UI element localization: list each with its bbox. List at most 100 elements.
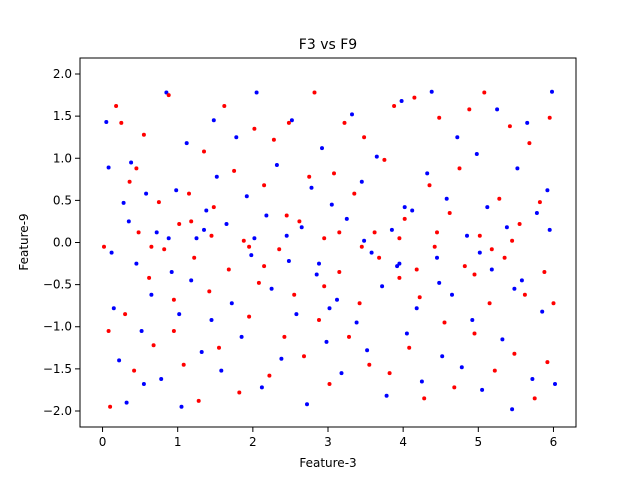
data-point <box>402 216 407 221</box>
data-point <box>442 320 447 325</box>
data-point <box>547 227 552 232</box>
data-point <box>106 165 111 170</box>
data-point <box>502 255 507 260</box>
data-point <box>324 339 329 344</box>
data-point <box>224 222 229 226</box>
y-tick-label: 2.0 <box>53 67 72 81</box>
data-point <box>123 312 128 317</box>
data-point <box>322 236 327 241</box>
data-point <box>487 301 492 306</box>
data-point <box>522 292 527 297</box>
data-point <box>462 264 467 269</box>
data-point <box>179 404 184 409</box>
data-point <box>259 385 264 390</box>
data-point <box>489 247 494 252</box>
data-point <box>525 120 530 125</box>
data-point <box>515 166 520 171</box>
data-point <box>342 120 347 125</box>
data-point <box>307 174 312 179</box>
x-tick-label: 4 <box>399 435 407 449</box>
data-point <box>359 244 364 249</box>
data-point <box>472 272 477 277</box>
data-point <box>209 233 214 238</box>
plot-frame <box>79 57 577 428</box>
data-point <box>126 219 131 224</box>
data-point <box>141 382 146 386</box>
data-point <box>284 233 289 238</box>
data-point <box>435 230 439 235</box>
data-point <box>457 166 462 171</box>
data-point <box>474 152 479 156</box>
data-point <box>166 236 171 241</box>
data-point <box>497 196 502 201</box>
data-point <box>534 211 539 215</box>
data-point <box>234 135 239 140</box>
data-point <box>196 398 201 403</box>
data-point <box>470 318 475 322</box>
data-point <box>109 250 114 255</box>
data-point <box>187 191 191 196</box>
data-point <box>452 385 457 390</box>
data-point <box>108 404 113 409</box>
data-point <box>362 135 367 140</box>
data-point <box>380 284 385 289</box>
data-point <box>350 112 354 117</box>
data-point <box>171 329 176 333</box>
data-point <box>305 402 309 407</box>
data-point <box>447 211 452 215</box>
points-layer <box>102 89 557 412</box>
data-point <box>495 107 500 112</box>
data-point <box>425 171 430 176</box>
data-point <box>317 261 321 266</box>
data-point <box>181 362 186 367</box>
data-point <box>294 312 299 317</box>
data-point <box>547 115 552 120</box>
data-point <box>517 222 522 226</box>
y-tick-label: −1.5 <box>43 362 72 376</box>
data-point <box>327 382 332 386</box>
data-point <box>414 267 419 272</box>
data-point <box>335 297 339 302</box>
data-point <box>337 270 342 274</box>
y-tick-label: 1.5 <box>53 109 72 123</box>
data-point <box>189 219 194 224</box>
data-point <box>237 390 242 395</box>
data-point <box>222 104 227 108</box>
data-point <box>132 368 137 373</box>
data-point <box>156 200 161 205</box>
data-point <box>124 400 129 405</box>
data-point <box>247 244 252 249</box>
data-point <box>399 99 404 103</box>
data-point <box>500 337 505 342</box>
data-point <box>292 292 297 297</box>
data-point <box>127 179 132 184</box>
data-point <box>149 292 154 297</box>
data-point <box>271 137 276 142</box>
data-point <box>254 90 259 95</box>
data-point <box>329 202 334 207</box>
data-point <box>437 280 442 285</box>
data-point <box>129 160 134 165</box>
data-point <box>232 168 237 173</box>
data-point <box>289 118 294 123</box>
data-point <box>397 236 402 241</box>
data-point <box>119 120 124 125</box>
data-point <box>102 244 106 249</box>
data-point <box>485 205 490 210</box>
data-point <box>365 348 370 353</box>
data-point <box>262 183 267 188</box>
data-point <box>136 230 141 235</box>
data-point <box>404 331 409 336</box>
data-point <box>455 135 460 140</box>
data-point <box>387 371 392 376</box>
y-tick-label: −0.5 <box>43 278 72 292</box>
data-point <box>427 183 432 188</box>
data-point <box>241 238 246 243</box>
data-point <box>169 270 174 274</box>
data-point <box>312 90 317 95</box>
data-point <box>465 233 469 238</box>
data-point <box>252 236 257 241</box>
data-point <box>422 396 427 401</box>
data-point <box>397 275 402 280</box>
